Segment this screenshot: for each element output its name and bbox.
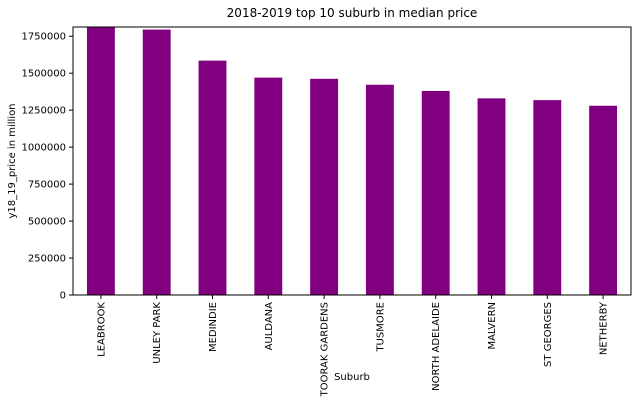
y-tick-label: 1500000 [21,69,66,80]
x-tick-label: NETHERBY [599,301,610,355]
x-tick-label: LEABROOK [96,302,107,357]
x-axis: LEABROOK UNLEY PARK MEDINDIE AULDANA TOORAK … [96,295,610,397]
plot-frame [72,26,632,296]
y-tick-label: 750000 [28,180,66,191]
bars-group [86,27,618,296]
x-tick-label: MALVERN [487,302,498,350]
x-tick-label: NORTH ADELAIDE [431,302,442,391]
x-tick-label: MEDINDIE [208,302,219,352]
chart-title: 2018-2019 top 10 suburb in median price [227,6,478,20]
y-tick-label: 500000 [28,217,66,228]
bar-malvern [477,98,506,295]
bar-north-adelaide [421,90,450,295]
bar-unley-park [142,29,171,295]
y-tick-label: 1750000 [21,32,66,43]
bar-auldana [254,77,283,295]
bar-netherby [589,105,618,296]
y-tick-label: 1000000 [21,143,66,154]
bar-leabrook [86,27,115,295]
bar-toorak-gardens [310,78,339,295]
x-tick-label: TOORAK GARDENS [320,302,331,397]
x-axis-title: Suburb [334,372,370,383]
x-tick-label: AULDANA [264,302,275,351]
bar-tusmore [365,84,394,295]
x-tick-label: UNLEY PARK [152,302,163,364]
bar-medindie [198,60,227,295]
y-tick-label: 0 [60,291,66,302]
bar-st-georges [533,100,562,295]
x-tick-label: TUSMORE [375,302,386,353]
y-axis-title: y18_19_price in million [7,103,18,218]
y-tick-label: 1250000 [21,106,66,117]
y-axis: 0 250000 500000 750000 1000000 1250000 1500000… [21,32,73,302]
y-tick-label: 250000 [28,254,66,265]
x-tick-label: ST GEORGES [543,302,554,367]
